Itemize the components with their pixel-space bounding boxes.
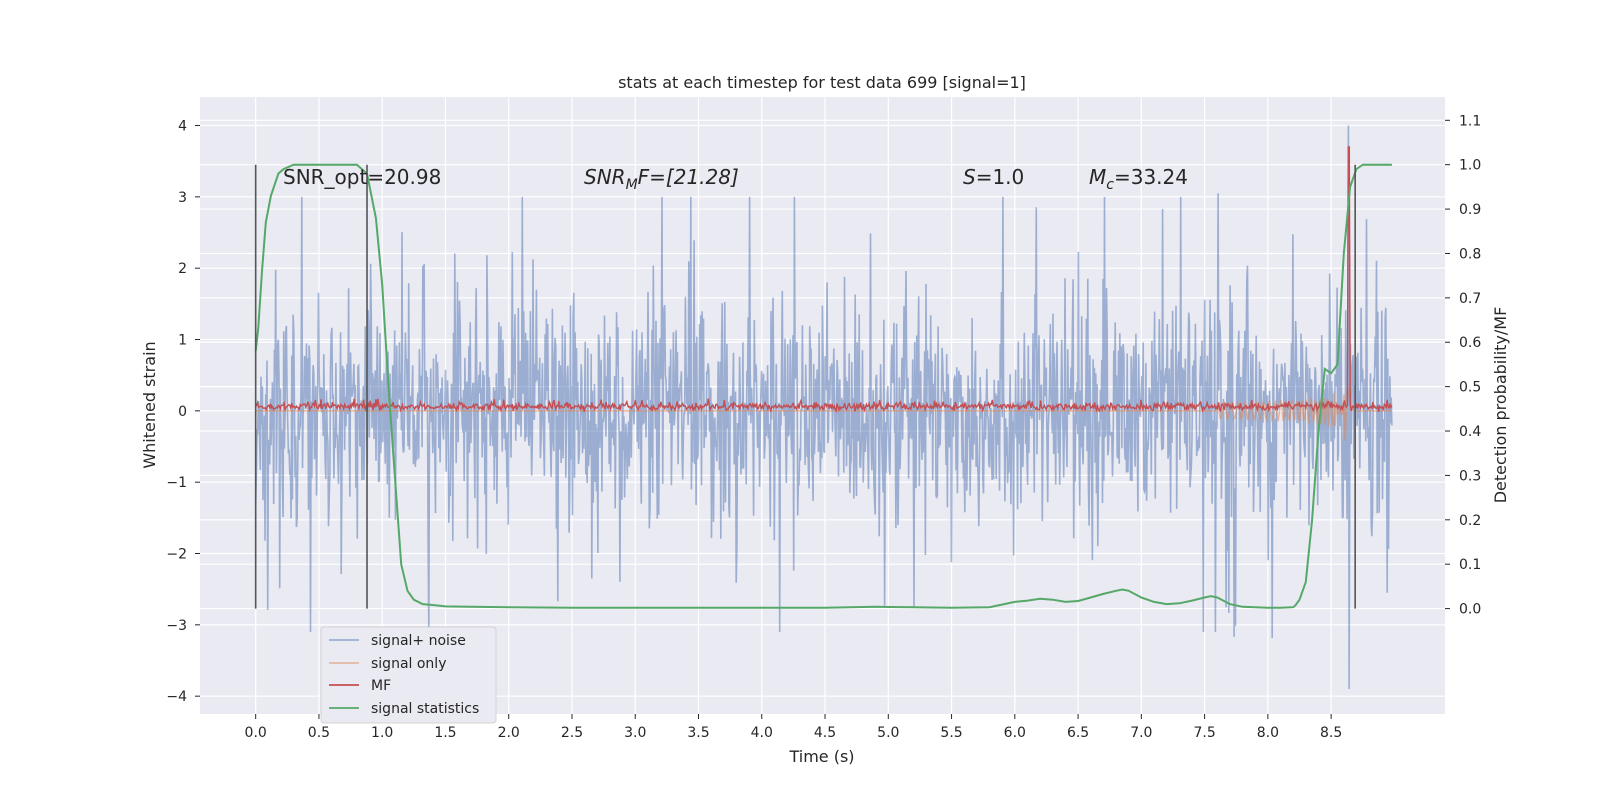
y-tick-label: 3 [178,190,187,206]
y-axis-ticks: 4 3 2 1 0 −1 −2 −3 −4 [166,119,200,705]
y2-tick-label: 0.3 [1459,468,1481,484]
x-tick-label: 3.0 [624,725,646,741]
x-tick-label: 2.5 [561,725,583,741]
series-signal-noise-line [254,125,1393,690]
legend-label-signal-statistics: signal statistics [371,701,479,717]
x-tick-label: 5.0 [877,725,899,741]
legend-label-signal-noise: signal+ noise [371,633,466,649]
x-tick-label: 0.5 [308,725,330,741]
y2-tick-label: 0.7 [1459,291,1481,307]
y2-tick-label: 0.2 [1459,513,1481,529]
vertical-markers [254,164,1356,609]
x-tick-label: 7.0 [1130,725,1152,741]
x-tick-label: 8.0 [1257,725,1279,741]
y2-tick-label: 0.5 [1459,380,1481,396]
chart-title: stats at each timestep for test data 699… [618,73,1026,92]
legend-label-mf: MF [371,678,391,694]
legend-label-signal-only: signal only [371,656,446,672]
y2-tick-label: 0.0 [1459,602,1481,618]
x-tick-label: 1.0 [371,725,393,741]
annotation-snr-opt: SNR_opt=20.98 [283,165,441,189]
x-tick-label: 7.5 [1193,725,1215,741]
x-axis-label: Time (s) [788,747,854,766]
x-tick-label: 4.0 [751,725,773,741]
x-tick-label: 1.5 [434,725,456,741]
series-signal-statistics-line [254,163,1392,609]
legend-box [320,626,497,724]
annotation-mc: Mc=33.24 [1089,165,1188,193]
y-tick-label: 2 [178,261,187,277]
y-tick-label: −1 [166,475,187,491]
x-axis-ticks: 0.0 0.5 1.0 1.5 2.0 2.5 3.0 3.5 4.0 4.5 5.0 5.5 6.0 6… [245,714,1342,741]
y2-tick-label: 0.4 [1459,424,1481,440]
x-tick-label: 3.5 [687,725,709,741]
y-axis-label: Whitened strain [140,341,159,468]
y2-axis-label: Detection probability/MF [1491,307,1510,504]
x-tick-label: 6.5 [1067,725,1089,741]
y-tick-label: −3 [166,618,187,634]
x-tick-label: 5.5 [940,725,962,741]
y-tick-label: −4 [166,689,187,705]
y-tick-label: 0 [178,404,187,420]
x-tick-label: 4.5 [814,725,836,741]
annotation-snr-mf: SNRMF=[21.28] [584,165,739,193]
y2-tick-label: 0.9 [1459,202,1481,218]
y-tick-label: −2 [166,547,187,563]
legend: signal+ noise signal only MF signal stat… [320,626,497,724]
y-tick-label: 4 [178,119,187,135]
y2-tick-label: 1.1 [1459,113,1481,129]
x-tick-label: 8.5 [1320,725,1342,741]
x-tick-label: 0.0 [245,725,267,741]
y-tick-label: 1 [178,333,187,349]
y2-tick-label: 0.6 [1459,335,1481,351]
y2-axis-ticks: 1.1 1.0 0.9 0.8 0.7 0.6 0.5 0.4 0.3 0.2 0.1 0.0 [1445,113,1481,618]
series-mf-line [255,146,1393,414]
y2-tick-label: 1.0 [1459,158,1481,174]
x-tick-label: 2.0 [498,725,520,741]
data-layer [254,125,1393,690]
annotation-s: S=1.0 [963,165,1024,189]
y2-tick-label: 0.8 [1459,246,1481,262]
y2-tick-label: 0.1 [1459,557,1481,573]
x-tick-label: 6.0 [1004,725,1026,741]
